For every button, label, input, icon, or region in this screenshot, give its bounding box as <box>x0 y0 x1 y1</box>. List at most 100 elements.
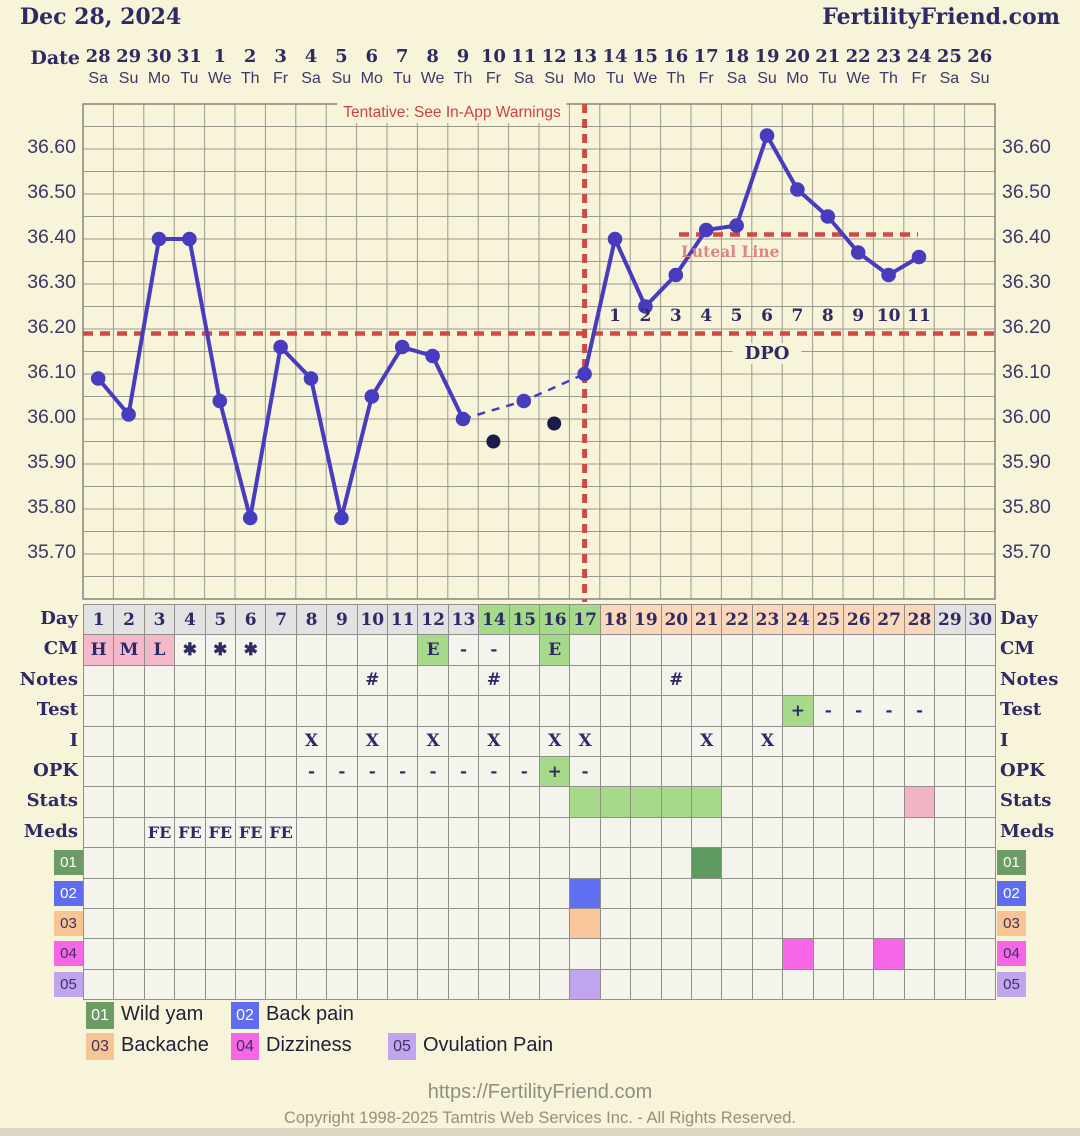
symptom-04-cell[interactable] <box>691 938 723 970</box>
test-cell[interactable] <box>539 695 571 727</box>
opk-cell[interactable] <box>782 756 814 788</box>
symptom-05-cell[interactable] <box>295 968 328 1001</box>
test-cell[interactable] <box>356 695 388 727</box>
notes-cell[interactable] <box>812 664 844 697</box>
intercourse-cell[interactable]: X <box>478 725 510 757</box>
intercourse-cell[interactable] <box>812 725 844 757</box>
symptom-02-cell[interactable] <box>934 877 966 909</box>
notes-cell[interactable] <box>599 664 632 697</box>
day-cell[interactable]: 5 <box>204 604 236 636</box>
symptom-05-cell[interactable] <box>539 968 571 1001</box>
day-cell[interactable]: 3 <box>143 604 176 636</box>
test-cell[interactable] <box>326 695 358 727</box>
notes-cell[interactable]: # <box>478 664 510 697</box>
notes-cell[interactable] <box>447 664 480 697</box>
symptom-04-cell[interactable] <box>478 938 510 970</box>
intercourse-cell[interactable] <box>204 725 236 757</box>
meds-cell[interactable]: FE <box>174 816 206 849</box>
symptom-02-cell[interactable] <box>235 877 267 909</box>
symptom-04-cell[interactable] <box>812 938 844 970</box>
cm-cell[interactable] <box>265 634 297 666</box>
test-cell[interactable] <box>83 695 115 727</box>
symptom-04-cell[interactable] <box>569 938 601 970</box>
symptom-02-cell[interactable] <box>751 877 784 909</box>
cm-cell[interactable] <box>721 634 753 666</box>
symptom-01-cell[interactable] <box>660 847 692 879</box>
test-cell[interactable] <box>934 695 966 727</box>
notes-cell[interactable] <box>843 664 875 697</box>
day-cell[interactable]: 21 <box>691 604 723 636</box>
symptom-05-cell[interactable] <box>387 968 419 1001</box>
symptom-01-cell[interactable] <box>964 847 996 879</box>
notes-cell[interactable] <box>721 664 753 697</box>
symptom-03-cell[interactable] <box>569 908 601 940</box>
symptom-04-cell[interactable] <box>143 938 176 970</box>
symptom-04-cell[interactable] <box>387 938 419 970</box>
symptom-02-cell[interactable] <box>873 877 905 909</box>
day-cell[interactable]: 22 <box>721 604 753 636</box>
notes-cell[interactable] <box>387 664 419 697</box>
symptom-01-cell[interactable] <box>903 847 936 879</box>
symptom-04-cell[interactable] <box>447 938 480 970</box>
cm-cell[interactable]: E <box>539 634 571 666</box>
test-cell[interactable] <box>569 695 601 727</box>
day-cell[interactable]: 17 <box>569 604 601 636</box>
symptom-04-cell[interactable] <box>934 938 966 970</box>
opk-cell[interactable] <box>721 756 753 788</box>
cm-cell[interactable]: M <box>113 634 145 666</box>
cm-cell[interactable]: - <box>478 634 510 666</box>
symptom-03-cell[interactable] <box>113 908 145 940</box>
symptom-03-cell[interactable] <box>447 908 480 940</box>
symptom-02-cell[interactable] <box>83 877 115 909</box>
test-cell[interactable]: - <box>903 695 936 727</box>
symptom-03-cell[interactable] <box>235 908 267 940</box>
opk-cell[interactable] <box>843 756 875 788</box>
symptom-03-cell[interactable] <box>478 908 510 940</box>
symptom-04-cell[interactable] <box>751 938 784 970</box>
symptom-05-cell[interactable] <box>691 968 723 1001</box>
intercourse-cell[interactable] <box>83 725 115 757</box>
day-cell[interactable]: 10 <box>356 604 388 636</box>
symptom-04-cell[interactable] <box>782 938 814 970</box>
symptom-02-cell[interactable] <box>660 877 692 909</box>
symptom-01-cell[interactable] <box>721 847 753 879</box>
day-cell[interactable]: 14 <box>478 604 510 636</box>
intercourse-cell[interactable] <box>873 725 905 757</box>
notes-cell[interactable] <box>113 664 145 697</box>
symptom-02-cell[interactable] <box>843 877 875 909</box>
day-cell[interactable]: 26 <box>843 604 875 636</box>
symptom-03-cell[interactable] <box>265 908 297 940</box>
day-cell[interactable]: 8 <box>295 604 328 636</box>
meds-cell[interactable] <box>508 816 540 849</box>
symptom-05-cell[interactable] <box>721 968 753 1001</box>
opk-cell[interactable]: - <box>478 756 510 788</box>
day-cell[interactable]: 27 <box>873 604 905 636</box>
symptom-01-cell[interactable] <box>751 847 784 879</box>
opk-cell[interactable] <box>751 756 784 788</box>
symptom-01-cell[interactable] <box>265 847 297 879</box>
stats-cell[interactable] <box>569 786 601 818</box>
cm-cell[interactable] <box>873 634 905 666</box>
symptom-04-cell[interactable] <box>660 938 692 970</box>
symptom-02-cell[interactable] <box>478 877 510 909</box>
intercourse-cell[interactable]: X <box>417 725 449 757</box>
symptom-01-cell[interactable] <box>447 847 480 879</box>
symptom-01-cell[interactable] <box>843 847 875 879</box>
stats-cell[interactable] <box>143 786 176 818</box>
stats-cell[interactable] <box>265 786 297 818</box>
symptom-05-cell[interactable] <box>782 968 814 1001</box>
cm-cell[interactable] <box>295 634 328 666</box>
meds-cell[interactable] <box>417 816 449 849</box>
symptom-03-cell[interactable] <box>539 908 571 940</box>
symptom-02-cell[interactable] <box>295 877 328 909</box>
symptom-01-cell[interactable] <box>295 847 328 879</box>
symptom-01-cell[interactable] <box>478 847 510 879</box>
stats-cell[interactable] <box>387 786 419 818</box>
intercourse-cell[interactable] <box>387 725 419 757</box>
notes-cell[interactable] <box>235 664 267 697</box>
symptom-04-cell[interactable] <box>113 938 145 970</box>
symptom-03-cell[interactable] <box>387 908 419 940</box>
meds-cell[interactable] <box>630 816 662 849</box>
stats-cell[interactable] <box>478 786 510 818</box>
symptom-02-cell[interactable] <box>143 877 176 909</box>
